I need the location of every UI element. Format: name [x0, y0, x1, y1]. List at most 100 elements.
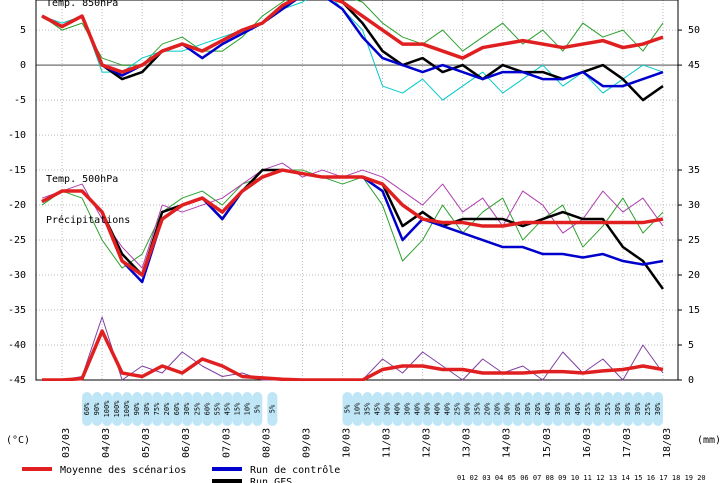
probability-label: 30% — [554, 402, 562, 415]
probability-bubble — [152, 392, 163, 426]
probability-label: 45% — [374, 402, 382, 415]
x-tick-label: 18/03 — [662, 428, 673, 458]
probability-bubble — [582, 392, 593, 426]
x-tick-label: 17/03 — [622, 428, 633, 458]
probability-label: 100% — [113, 400, 121, 418]
probability-bubble — [142, 392, 153, 426]
plot-area — [41, 0, 664, 381]
y-tick-label: -30 — [8, 270, 26, 281]
probability-label: 30% — [634, 402, 642, 415]
y2-tick-label: 25 — [688, 235, 700, 246]
probability-bubble — [652, 392, 663, 426]
panel-label: Précipitations — [46, 214, 130, 226]
probability-label: 20% — [484, 402, 492, 415]
x-tick-label: 14/03 — [502, 428, 513, 458]
probability-bubble — [342, 392, 353, 426]
probability-bubble — [352, 392, 363, 426]
probability-bubble — [502, 392, 513, 426]
probability-bubble — [222, 392, 233, 426]
probability-bubble — [212, 392, 223, 426]
probability-label: 25% — [604, 402, 612, 415]
probability-bubble — [592, 392, 603, 426]
probability-label: 90% — [133, 402, 141, 415]
labels: 50-5-10-15-20-25-30-35-40-45504550353025… — [8, 25, 700, 458]
x-tick-label: 05/03 — [141, 428, 152, 458]
y-tick-label: -15 — [8, 165, 26, 176]
probability-bubble — [532, 392, 543, 426]
x-tick-label: 08/03 — [261, 428, 272, 458]
probability-bubble — [162, 392, 173, 426]
x-tick-label: 16/03 — [582, 428, 593, 458]
probability-label: 25% — [454, 402, 462, 415]
probability-bubble — [482, 392, 493, 426]
x-tick-label: 12/03 — [422, 428, 433, 458]
probability-label: 20% — [494, 402, 502, 415]
series-line — [41, 0, 664, 74]
probability-label: 30% — [384, 402, 392, 415]
probability-label: 90% — [93, 402, 101, 415]
probability-bubble — [192, 392, 203, 426]
x-tick-label: 07/03 — [221, 428, 232, 458]
probability-bubble — [112, 392, 123, 426]
x-tick-label: 04/03 — [101, 428, 112, 458]
probability-bubble — [562, 392, 573, 426]
member-numbers: 01 02 03 04 05 06 07 08 09 10 11 12 13 1… — [457, 474, 706, 482]
probability-bubble — [372, 392, 383, 426]
probability-bubble — [132, 392, 143, 426]
probability-label: 10% — [243, 402, 251, 415]
y-tick-label: -5 — [14, 95, 26, 106]
series-line — [41, 0, 664, 101]
probability-label: 30% — [524, 402, 532, 415]
probability-bubble — [102, 392, 113, 426]
probability-label: 30% — [614, 402, 622, 415]
probability-label: 30% — [504, 402, 512, 415]
probability-label: 5% — [343, 404, 351, 413]
probability-label: 30% — [183, 402, 191, 415]
probability-bubble — [267, 392, 278, 426]
y2-axis-label: (mm) — [697, 435, 721, 446]
x-tick-label: 06/03 — [181, 428, 192, 458]
probability-bubble — [492, 392, 503, 426]
grid — [35, 0, 682, 381]
y-tick-label: -25 — [8, 235, 26, 246]
y-tick-label: 5 — [20, 25, 26, 36]
probability-label: 60% — [203, 402, 211, 415]
probability-bubble — [542, 392, 553, 426]
y-tick-label: 0 — [20, 60, 26, 71]
legend-label: Moyenne des scénarios — [60, 464, 186, 476]
y2-tick-label: 35 — [688, 165, 700, 176]
probability-label: 30% — [624, 402, 632, 415]
probability-bubble — [512, 392, 523, 426]
y-tick-label: -10 — [8, 130, 26, 141]
probability-label: 30% — [594, 402, 602, 415]
probability-label: 60% — [83, 402, 91, 415]
probability-label: 30% — [404, 402, 412, 415]
panel-label: Temp. 500hPa — [46, 174, 118, 185]
y-axis-label: (°C) — [6, 435, 30, 446]
probability-label: 20% — [534, 402, 542, 415]
probability-label: 25% — [644, 402, 652, 415]
series-line — [41, 162, 664, 269]
probability-bubble — [462, 392, 473, 426]
probability-bubble — [472, 392, 483, 426]
probability-bubble — [402, 392, 413, 426]
probability-bubble — [642, 392, 653, 426]
probability-bubble — [632, 392, 643, 426]
probability-label: 40% — [414, 402, 422, 415]
x-tick-label: 13/03 — [462, 428, 473, 458]
legend-label: Run de contrôle — [250, 464, 340, 476]
probability-bubble — [92, 392, 103, 426]
probability-label: 40% — [394, 402, 402, 415]
x-tick-label: 03/03 — [61, 428, 72, 458]
probability-label: 25% — [584, 402, 592, 415]
probability-label: 30% — [564, 402, 572, 415]
series-line — [41, 169, 664, 269]
y-tick-label: -40 — [8, 340, 26, 351]
y2-tick-label: 50 — [688, 25, 700, 36]
probability-label: 30% — [143, 402, 151, 415]
probability-bubble — [622, 392, 633, 426]
probability-bubble — [182, 392, 193, 426]
probability-bubble — [232, 392, 243, 426]
y-tick-label: -35 — [8, 305, 26, 316]
probability-bubble — [422, 392, 433, 426]
